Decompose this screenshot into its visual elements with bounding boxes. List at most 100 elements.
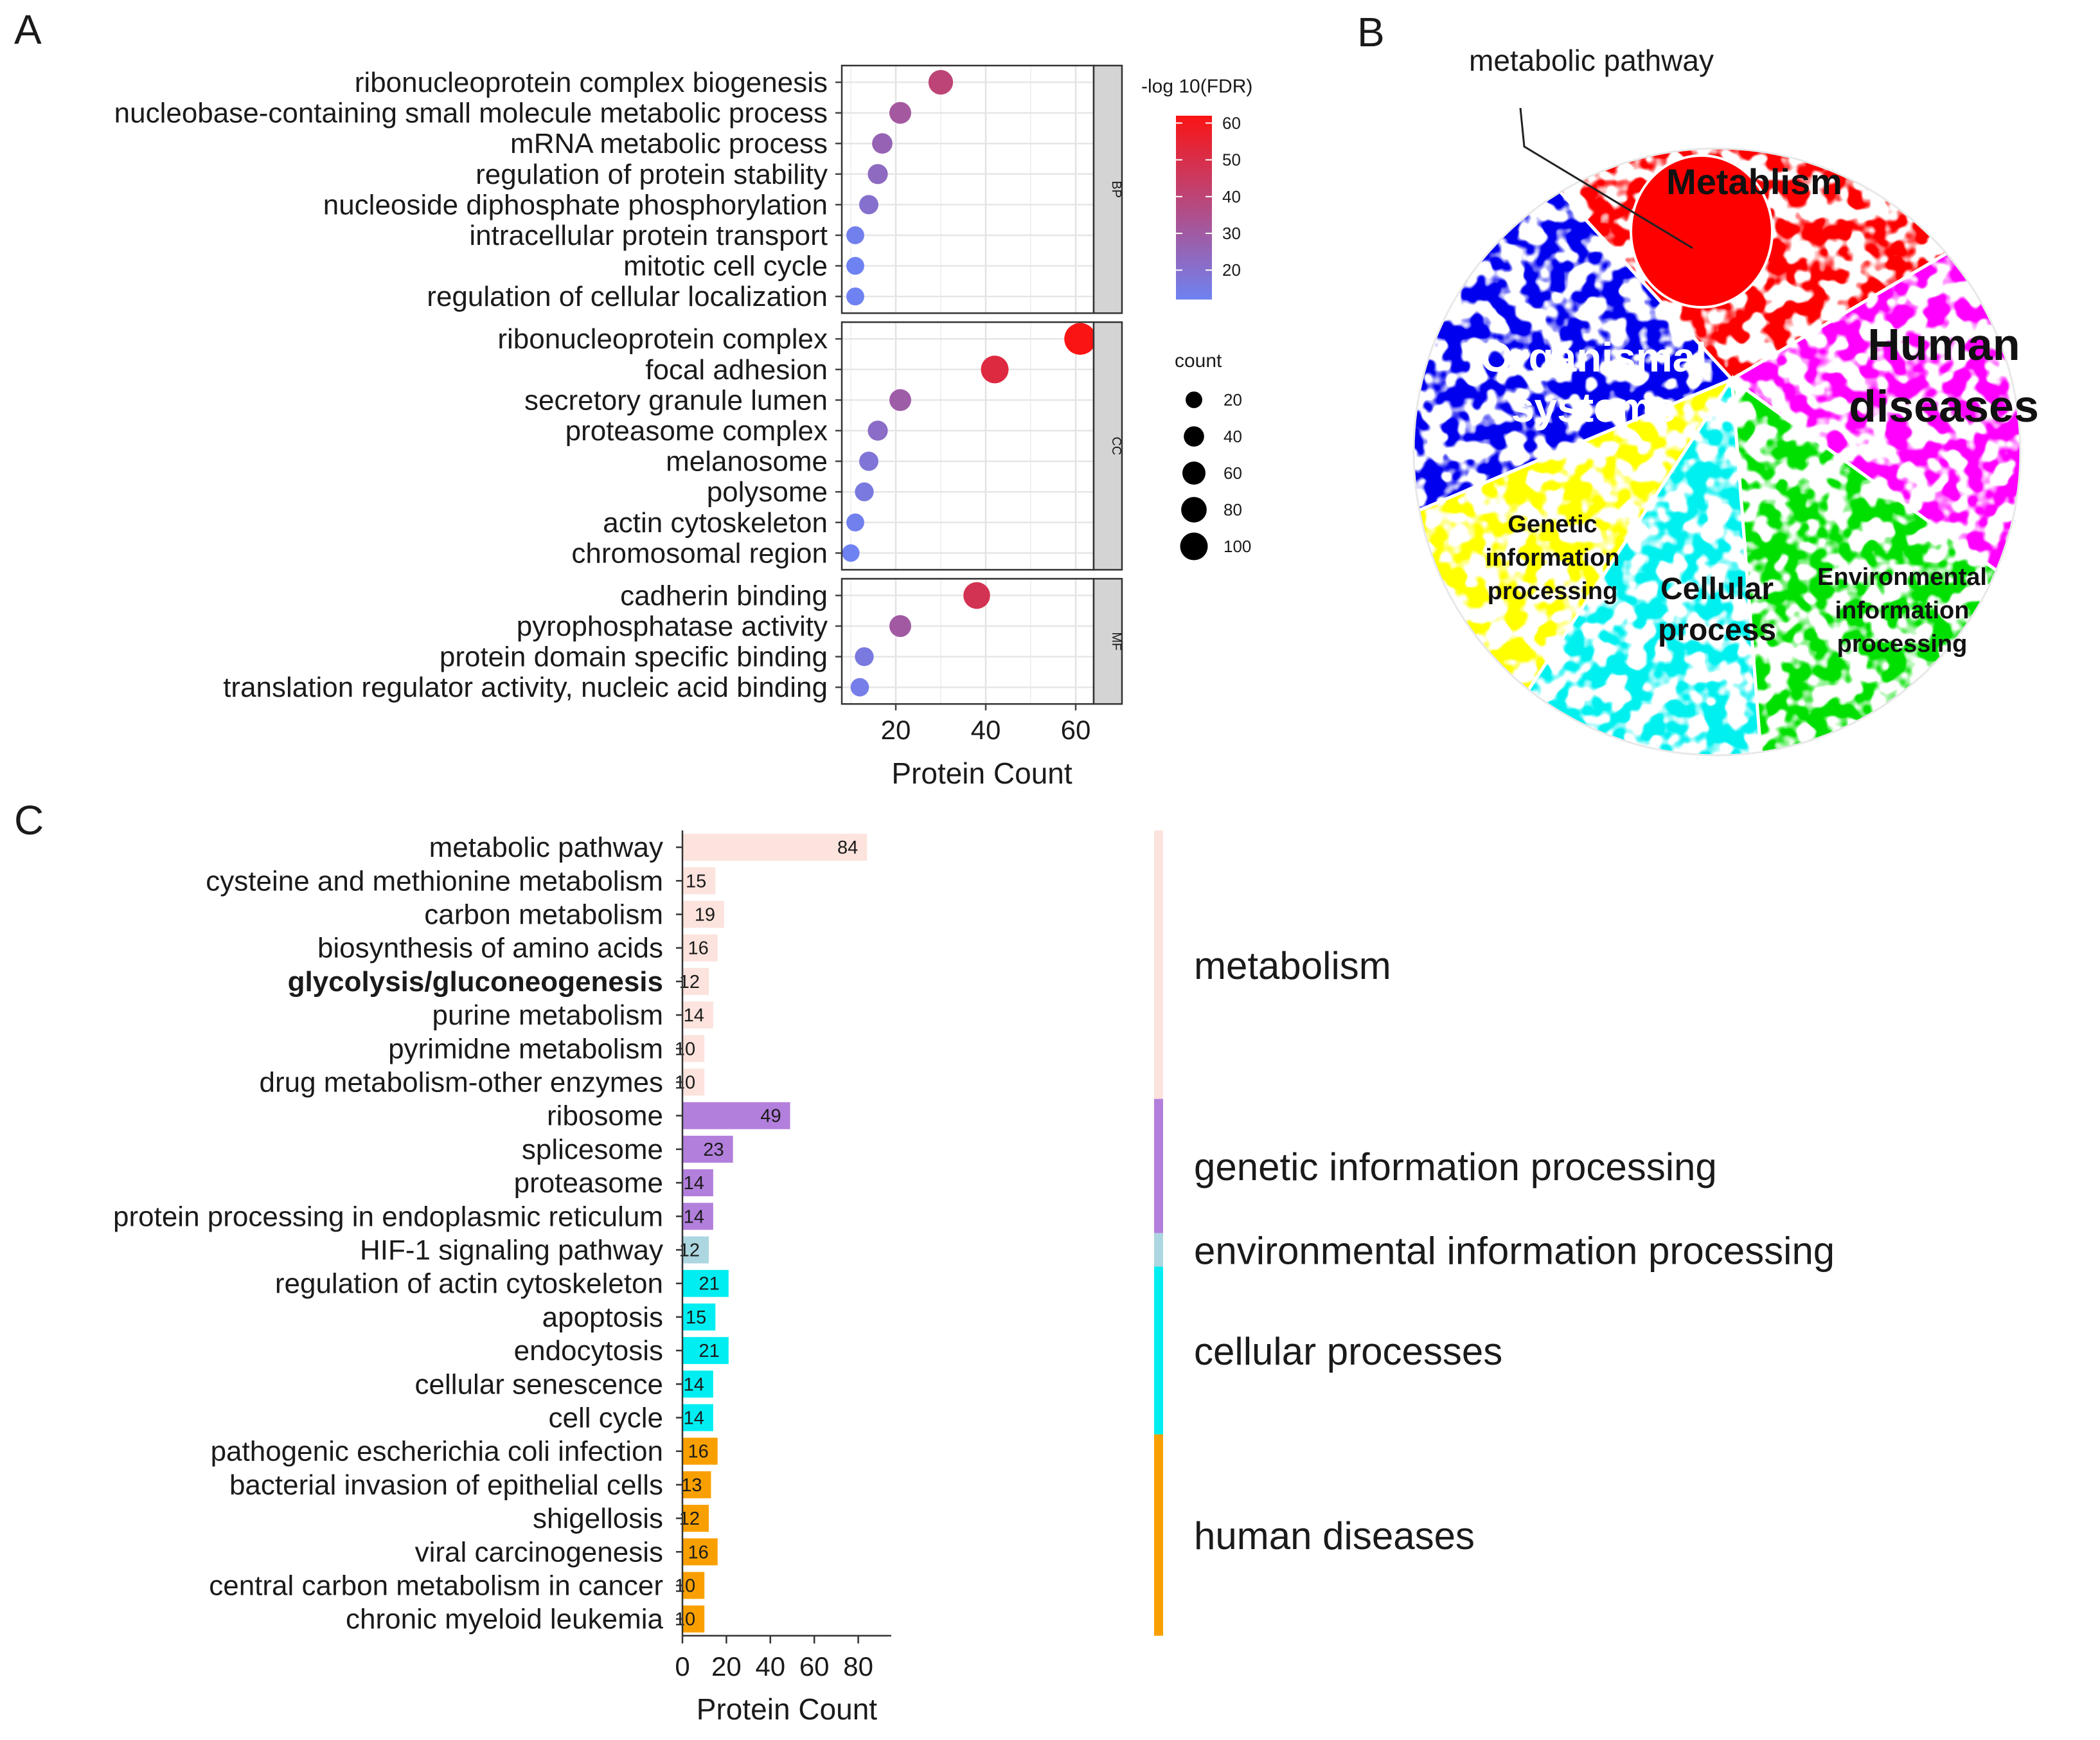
color-legend-tick-label: 60 [1222,113,1241,132]
bar-value-label: 16 [688,1442,708,1462]
bar-row-cell-cycle: 14 cell cycle [549,1403,713,1434]
category-label-shigellosis: shigellosis [533,1503,663,1534]
bar-pyrimidne-metabolism [682,1035,705,1063]
pie-label-line: process [1658,613,1776,647]
bar-value-label: 23 [703,1140,724,1160]
bar-cysteine-and-methionine-metabolism [682,867,716,895]
category-label-splicesome: splicesome [522,1134,663,1165]
x-axis-title: Protein Count [891,757,1072,790]
dot-actin-cytoskeleton [846,513,864,532]
dot-mitotic-cell-cycle [846,256,864,275]
facet-panel-background [842,66,1094,314]
pie-slice-label-organismal-systems: Organismal systems [1481,334,1707,431]
group-label-human-diseases: human diseases [1194,1514,1475,1557]
size-legend-dot [1180,532,1208,561]
dot-polysome [855,482,874,501]
term-label-protein-domain-specific-binding: protein domain specific binding [440,641,828,673]
facet-strip [1092,578,1123,705]
pie-slice-label-genetic-information-processing: Genetic information processing [1486,511,1620,605]
x-tick-label: 60 [799,1651,830,1682]
pie-label-line: processing [1837,631,1968,658]
category-label-proteasome: proteasome [514,1167,663,1199]
category-label-endocytosis: endocytosis [514,1335,663,1367]
bar-cell-cycle [682,1404,713,1431]
bar-row-proteasome: 14 proteasome [514,1167,713,1199]
category-label-pathogenic-escherichia-coli-infection: pathogenic escherichia coli infection [211,1436,663,1467]
pie-label-line: Cellular [1660,572,1774,606]
term-label-secretory-granule-lumen: secretory granule lumen [524,384,828,416]
term-label-melanosome: melanosome [666,446,828,478]
bar-row-cysteine-and-methionine-metabolism: 15 cysteine and methionine metabolism [206,865,716,897]
term-label-polysome: polysome [707,476,828,508]
size-legend-label: 60 [1224,463,1242,483]
panel-c-bar-chart: 84 metabolic pathway 15 cysteine and methio… [113,830,1835,1726]
bar-row-bacterial-invasion-of-epithelial-cells: 13 bacterial invasion of epithelial cells [229,1469,711,1501]
bar-protein-processing-in-endoplasmic-reticulum [682,1203,713,1230]
dot-ribonucleoprotein-complex [1064,323,1096,355]
pie-label-line: Genetic [1508,511,1597,538]
group-bar-cellular-processes [1154,1266,1163,1435]
facet-strip-label: BP [1109,181,1123,198]
dot-melanosome [859,451,878,471]
bar-drug-metabolism-other-enzymes [682,1068,705,1096]
bar-bacterial-invasion-of-epithelial-cells [682,1471,711,1498]
pie-label-line: information [1835,597,1970,624]
bar-purine-metabolism [682,1001,713,1029]
bar-carbon-metabolism [682,901,724,928]
term-label-chromosomal-region: chromosomal region [571,537,828,569]
term-label-translation-regulator-activity-nucleic-acid-binding: translation regulator activity, nucleic … [223,672,828,703]
pie-slice-label-human-diseases: Human diseases [1849,319,2039,431]
term-label-ribonucleoprotein-complex-biogenesis: ribonucleoprotein complex biogenesis [355,67,828,98]
size-legend-dot [1182,461,1206,485]
dot-nucleoside-diphosphate-phosphorylation [859,195,878,215]
term-label-intracellular-protein-transport: intracellular protein transport [469,220,828,251]
bar-value-label: 14 [684,1206,704,1227]
panel-b-pie-chart: Metablism Human diseases Environmental infor… [1412,44,2039,757]
group-bar-environmental-information-processing [1154,1233,1163,1267]
term-label-mitotic-cell-cycle: mitotic cell cycle [623,251,828,282]
category-label-bacterial-invasion-of-epithelial-cells: bacterial invasion of epithelial cells [229,1469,663,1501]
category-label-metabolic-pathway: metabolic pathway [429,832,663,863]
bar-value-label: 14 [684,1408,704,1429]
bar-viral-carcinogenesis [682,1538,718,1566]
category-label-pyrimidne-metabolism: pyrimidne metabolism [388,1033,663,1064]
group-bar-human-diseases [1154,1434,1163,1636]
bar-value-label: 21 [699,1341,720,1361]
bar-chronic-myeloid-leukemia [682,1605,705,1633]
metabolic-pathway-cell [1630,154,1774,309]
pie-slice-label-cellular-process: Cellular process [1658,572,1776,647]
dot-secretory-granule-lumen [889,389,911,411]
dot-chromosomal-region [842,544,860,562]
facet-strip-label: CC [1109,436,1123,455]
dot-focal-adhesion [981,355,1009,384]
dot-proteasome-complex [868,420,888,441]
bar-value-label: 21 [699,1274,720,1295]
pie-label-line: Metablism [1666,161,1842,202]
bar-glycolysis-gluconeogenesis [682,967,709,995]
pie-label-line: systems [1511,384,1676,431]
bar-row-cellular-senescence: 14 cellular senescence [415,1368,713,1400]
category-label-central-carbon-metabolism-in-cancer: central carbon metabolism in cancer [209,1570,663,1602]
category-label-chronic-myeloid-leukemia: chronic myeloid leukemia [346,1604,664,1635]
category-label-cellular-senescence: cellular senescence [415,1368,663,1400]
term-label-ribonucleoprotein-complex: ribonucleoprotein complex [497,323,828,355]
term-label-pyrophosphatase-activity: pyrophosphatase activity [517,611,828,642]
category-label-cysteine-and-methionine-metabolism: cysteine and methionine metabolism [206,865,663,897]
category-label-apoptosis: apoptosis [542,1302,663,1333]
bar-value-label: 13 [681,1475,702,1496]
pie-label-line: Human [1867,319,2020,370]
bar-endocytosis [682,1337,729,1365]
facet-strip [1092,64,1123,314]
bar-row-apoptosis: 15 apoptosis [542,1302,716,1333]
pie-slice-label-metablism: Metablism [1666,161,1842,202]
bar-value-label: 19 [695,905,715,926]
dot-cadherin-binding [963,582,990,609]
bar-row-splicesome: 23 splicesome [522,1134,733,1165]
